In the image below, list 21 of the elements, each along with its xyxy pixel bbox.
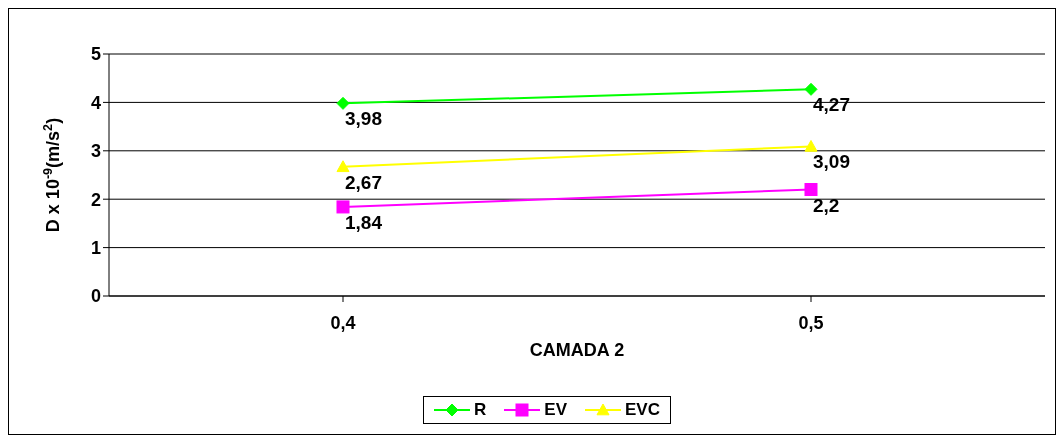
- data-label: 3,09: [813, 151, 850, 173]
- data-label: 1,84: [345, 211, 383, 233]
- data-label: 3,98: [345, 108, 382, 130]
- point: [336, 200, 350, 214]
- y-tick-label: 1: [90, 237, 101, 258]
- point: [804, 82, 818, 96]
- legend-label: EVC: [624, 400, 660, 420]
- x-tick-label: 0,5: [798, 312, 824, 333]
- point: [804, 183, 818, 197]
- point: [336, 96, 350, 110]
- y-tick-label: 0: [90, 286, 101, 307]
- legend-label: R: [473, 400, 487, 420]
- legend-label: EV: [543, 400, 567, 420]
- y-tick-label: 5: [90, 44, 101, 65]
- y-tick-label: 4: [90, 92, 101, 113]
- data-label: 2,67: [345, 171, 382, 193]
- data-label: 2,2: [813, 194, 840, 216]
- x-axis-title: CAMADA 2: [529, 340, 625, 360]
- y-tick-label: 2: [90, 189, 101, 210]
- x-tick-label: 0,4: [330, 312, 356, 333]
- y-tick-label: 3: [90, 141, 101, 162]
